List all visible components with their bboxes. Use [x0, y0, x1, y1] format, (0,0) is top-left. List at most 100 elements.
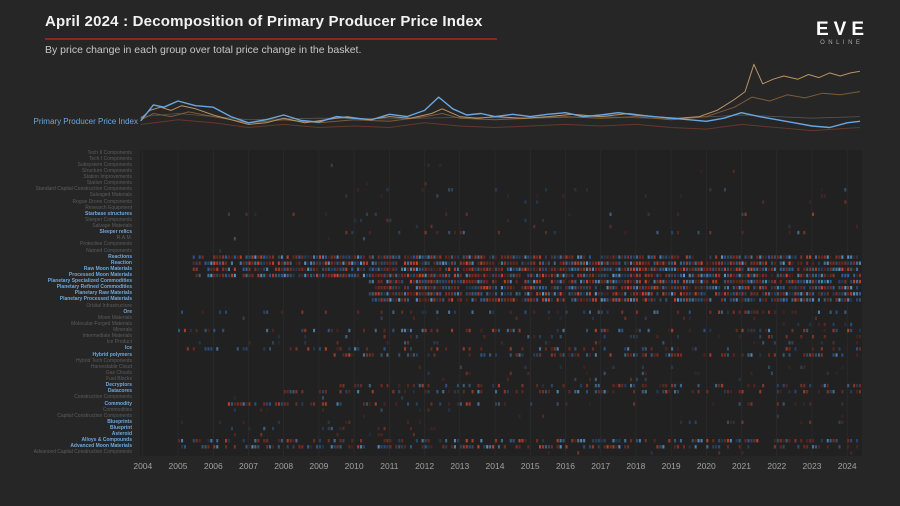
heatmap-cell [679, 273, 682, 278]
heatmap-cell [421, 267, 424, 271]
heatmap-cell [718, 273, 721, 278]
heatmap-cell [181, 445, 184, 449]
heatmap-cell [433, 286, 436, 290]
heatmap-cell [823, 267, 826, 271]
heatmap-cell [565, 445, 568, 449]
heatmap-cell [662, 341, 665, 345]
heatmap-cell [858, 335, 861, 339]
heatmap-cell [706, 439, 709, 443]
heatmap-cell [574, 267, 577, 271]
heatmap-cell [471, 390, 474, 394]
heatmap-cell [374, 402, 377, 406]
heatmap-cell [741, 261, 744, 265]
heatmap-cell [694, 439, 697, 443]
heatmap-cell [562, 267, 565, 271]
heatmap-cell [762, 279, 765, 284]
heatmap-cell [591, 316, 594, 320]
heatmap-cell [492, 298, 495, 302]
heatmap-cell [844, 200, 847, 204]
heatmap-cell [436, 230, 439, 235]
heatmap-cell [656, 286, 659, 290]
heatmap-cell [653, 310, 656, 314]
heatmap-cell [415, 279, 418, 284]
heatmap-cell [697, 279, 700, 284]
heatmap-cell [574, 188, 577, 192]
heatmap-cell [409, 273, 412, 278]
heatmap-cell [715, 255, 718, 259]
heatmap-cell [832, 390, 835, 394]
heatmap-cell [674, 286, 677, 290]
heatmap-cell [483, 279, 486, 284]
heatmap-cell [509, 353, 512, 357]
heatmap-cell [357, 347, 360, 351]
heatmap-cell [301, 402, 304, 406]
heatmap-cell [844, 188, 847, 192]
heatmap-cell [462, 347, 465, 351]
heatmap-row-label: Tech II Components [87, 149, 132, 156]
heatmap-cell [219, 249, 222, 253]
heatmap-cell [383, 273, 386, 278]
heatmap-cell [286, 445, 289, 449]
heatmap-cell [489, 445, 492, 449]
heatmap-cell [401, 267, 404, 271]
heatmap-cell [782, 310, 785, 314]
heatmap-cell [753, 383, 756, 388]
heatmap-cell [351, 273, 354, 278]
heatmap-cell [313, 347, 316, 351]
heatmap-cell [380, 353, 383, 357]
heatmap-cell [263, 310, 266, 314]
heatmap-cell [568, 255, 571, 259]
heatmap-cell [445, 383, 448, 388]
heatmap-cell [436, 390, 439, 394]
heatmap-cell [442, 279, 445, 284]
heatmap-cell [776, 255, 779, 259]
heatmap-cell [280, 255, 283, 259]
heatmap-cell [503, 255, 506, 259]
heatmap-cell [785, 383, 788, 388]
heatmap-cell [706, 261, 709, 265]
heatmap-cell [685, 267, 688, 271]
heatmap-cell [726, 286, 729, 290]
heatmap-cell [280, 267, 283, 271]
heatmap-cell [477, 445, 480, 449]
heatmap-cell [788, 353, 791, 357]
heatmap-cell [219, 261, 222, 265]
heatmap-cell [539, 445, 542, 449]
heatmap-cell [594, 383, 597, 388]
heatmap-cell [841, 279, 844, 284]
heatmap-cell [486, 286, 489, 290]
heatmap-cell [691, 292, 694, 296]
heatmap-cell [225, 439, 228, 443]
heatmap-cell [747, 298, 750, 302]
heatmap-cell [556, 298, 559, 302]
heatmap-cell [242, 316, 245, 320]
heatmap-cell [471, 267, 474, 271]
heatmap-cell [688, 310, 691, 314]
heatmap-cell [451, 445, 454, 449]
heatmap-cell [544, 445, 547, 449]
heatmap-cell [638, 439, 641, 443]
heatmap-cell [794, 292, 797, 296]
heatmap-cell [618, 261, 621, 265]
heatmap-cell [568, 261, 571, 265]
x-axis-year-label: 2024 [837, 461, 857, 471]
heatmap-cell [741, 328, 744, 333]
heatmap-cell [571, 273, 574, 278]
heatmap-row-label: Datacores [107, 388, 132, 395]
eve-logo-subtext: ONLINE [820, 40, 864, 46]
heatmap-cell [635, 377, 638, 382]
heatmap-cell [436, 316, 439, 320]
heatmap-cell [547, 273, 550, 278]
heatmap-cell [524, 365, 527, 369]
heatmap-cell [600, 261, 603, 265]
heatmap-cell [368, 402, 371, 406]
heatmap-cell [635, 298, 638, 302]
heatmap-row-label: Fuel Blocks [106, 376, 132, 382]
heatmap-cell [615, 298, 618, 302]
heatmap-cell [703, 279, 706, 284]
heatmap-cell [768, 365, 771, 369]
heatmap-cell [791, 261, 794, 265]
heatmap-cell [726, 279, 729, 284]
heatmap-cell [324, 273, 327, 278]
heatmap-cell [750, 328, 753, 333]
